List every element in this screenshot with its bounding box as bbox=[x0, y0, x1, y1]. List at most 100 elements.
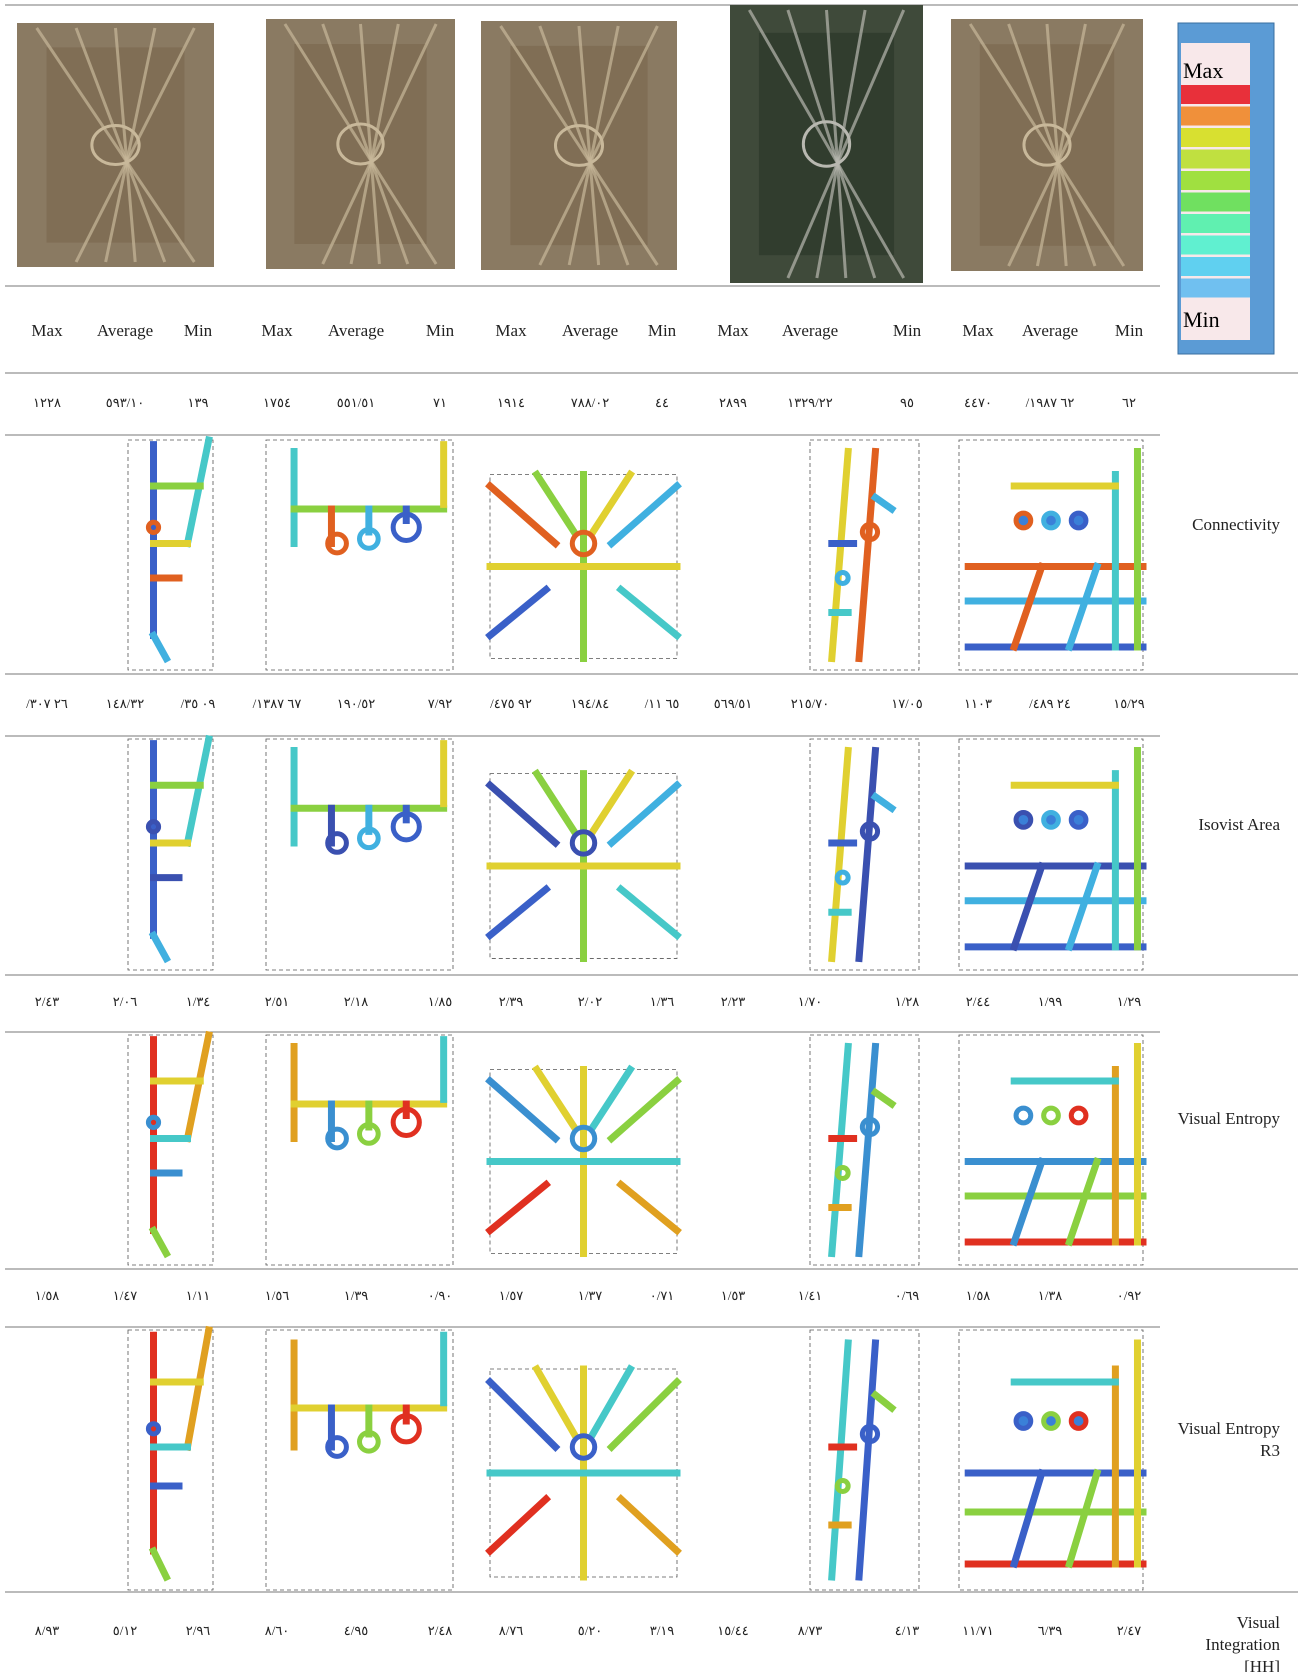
diagram-path bbox=[588, 1364, 636, 1439]
path bbox=[1007, 23, 1126, 267]
diagram-node bbox=[569, 1124, 598, 1153]
diagram-node bbox=[1013, 809, 1034, 830]
row-label: Visual Integration [HH] bbox=[1205, 1613, 1280, 1672]
diagram-path bbox=[588, 1064, 636, 1132]
value: ٢/٤٤ bbox=[965, 994, 991, 1009]
column-header: Average bbox=[327, 320, 385, 340]
diagram-path bbox=[606, 481, 682, 549]
aerial-image bbox=[266, 19, 455, 269]
diagram-outline bbox=[265, 1034, 454, 1266]
diagram-node bbox=[1041, 809, 1061, 830]
diagram-outline bbox=[127, 1034, 214, 1266]
value: ١٥/٤٤ bbox=[717, 1623, 749, 1638]
value: ٦٢ bbox=[1122, 395, 1136, 410]
diagram bbox=[809, 1034, 920, 1266]
diagram-node bbox=[357, 826, 381, 851]
row-label: Isovist Area bbox=[1198, 815, 1280, 834]
value: ٠/٩٠ bbox=[427, 1288, 453, 1303]
diagram-path bbox=[485, 481, 561, 549]
diagram-node bbox=[325, 831, 349, 855]
diagram-path bbox=[855, 1339, 880, 1581]
diagram-path bbox=[531, 1364, 579, 1439]
legend-swatch bbox=[1181, 235, 1250, 255]
value: ١/٣٨ bbox=[1037, 1288, 1063, 1303]
diagram-node bbox=[859, 1116, 881, 1138]
value: ١/٣٩ bbox=[343, 1288, 369, 1303]
diagram-path bbox=[183, 734, 213, 848]
diagram-outline bbox=[127, 738, 214, 971]
value: ١٤٨/٣٢ bbox=[105, 696, 145, 711]
legend-swatch bbox=[1181, 106, 1250, 126]
legend-max: Max bbox=[1183, 58, 1223, 83]
diagram bbox=[958, 1329, 1147, 1591]
row-label: Connectivity bbox=[1192, 515, 1280, 534]
path bbox=[567, 25, 620, 266]
value: ١/٥٨ bbox=[34, 1288, 60, 1303]
diagram-path bbox=[615, 1179, 682, 1236]
legend-swatch bbox=[1181, 171, 1250, 190]
diagram-path bbox=[828, 1042, 852, 1258]
diagram-path bbox=[1009, 562, 1047, 652]
value: ١/٨٥ bbox=[427, 994, 453, 1009]
value: ٢/٠٦ bbox=[112, 994, 138, 1009]
value: ١٩١٤ bbox=[497, 395, 525, 410]
legend-min: Min bbox=[1183, 307, 1220, 332]
path bbox=[748, 9, 905, 279]
diagram-node bbox=[1068, 809, 1089, 830]
path bbox=[538, 25, 659, 266]
diagram bbox=[127, 435, 214, 671]
diagram-path bbox=[485, 1494, 552, 1556]
value: ٢/٩٦ bbox=[185, 1623, 211, 1638]
diagram-node bbox=[834, 1478, 851, 1494]
diagram-node bbox=[1013, 1105, 1034, 1126]
value: ٢١٥/٧٠ bbox=[790, 696, 830, 711]
value: ٨/٩٣ bbox=[34, 1623, 60, 1638]
path bbox=[538, 25, 630, 266]
diagram-node bbox=[1013, 1411, 1034, 1431]
value: ٥٦٩/٥١ bbox=[713, 696, 753, 711]
path bbox=[114, 27, 137, 263]
path bbox=[74, 27, 196, 263]
row-label: Visual Entropy R3 bbox=[1177, 1419, 1280, 1460]
value: ١٩٤/٨٤ bbox=[570, 696, 610, 711]
diagram-path bbox=[855, 1042, 880, 1258]
diagram-node bbox=[1041, 1411, 1061, 1431]
diagram bbox=[265, 1034, 454, 1266]
diagram-path bbox=[588, 768, 636, 837]
value: ٧/٩٢ bbox=[427, 696, 453, 711]
diagram-node bbox=[569, 1433, 598, 1461]
column-header: Max bbox=[261, 320, 293, 340]
diagram-node bbox=[357, 1429, 381, 1454]
diagram-path bbox=[615, 884, 682, 941]
diagram-node bbox=[357, 1122, 381, 1146]
diagram-node bbox=[325, 531, 349, 556]
path bbox=[825, 9, 848, 279]
column-header: Min bbox=[1114, 320, 1144, 340]
diagram-path bbox=[606, 780, 682, 848]
path bbox=[801, 120, 852, 168]
column-header: Min bbox=[892, 320, 922, 340]
diagram bbox=[485, 1064, 682, 1257]
diagram-node bbox=[834, 869, 851, 886]
value: ١٧/٠٥ bbox=[891, 696, 923, 711]
diagram-outline bbox=[958, 1034, 1144, 1266]
diagram-path bbox=[531, 469, 579, 537]
diagram-path bbox=[485, 1179, 552, 1236]
diagram bbox=[485, 469, 682, 662]
aerial-image bbox=[17, 23, 214, 267]
diagram-path bbox=[870, 1087, 897, 1109]
path bbox=[1045, 23, 1068, 267]
diagram bbox=[265, 738, 454, 971]
diagram bbox=[127, 1030, 214, 1266]
diagram-node bbox=[569, 829, 598, 857]
diagram bbox=[265, 1329, 454, 1591]
diagram-path bbox=[855, 447, 880, 663]
diagram-path bbox=[148, 630, 172, 664]
diagram bbox=[958, 1034, 1147, 1266]
diagram-node bbox=[1068, 1411, 1089, 1431]
diagram-outline bbox=[127, 439, 214, 671]
diagram-path bbox=[828, 746, 852, 963]
diagram-path bbox=[1009, 1157, 1047, 1247]
diagram-node bbox=[145, 1421, 162, 1437]
